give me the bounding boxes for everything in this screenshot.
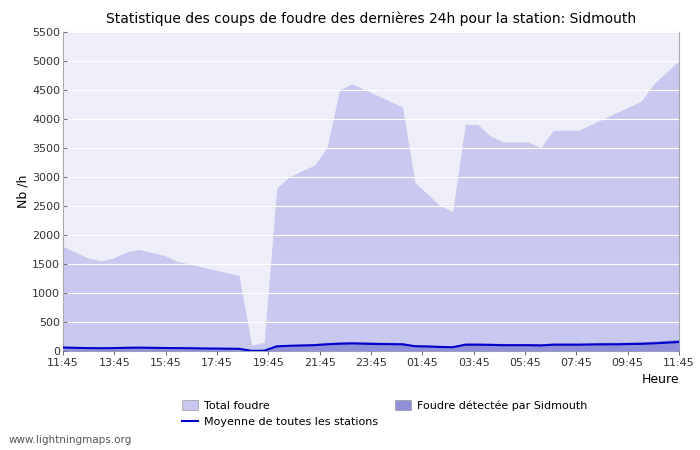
Legend: Total foudre, Moyenne de toutes les stations, Foudre détectée par Sidmouth: Total foudre, Moyenne de toutes les stat… bbox=[179, 398, 589, 429]
Y-axis label: Nb /h: Nb /h bbox=[16, 175, 29, 208]
Text: www.lightningmaps.org: www.lightningmaps.org bbox=[8, 435, 132, 445]
Text: Heure: Heure bbox=[641, 374, 679, 387]
Title: Statistique des coups de foudre des dernières 24h pour la station: Sidmouth: Statistique des coups de foudre des dern… bbox=[106, 12, 636, 26]
